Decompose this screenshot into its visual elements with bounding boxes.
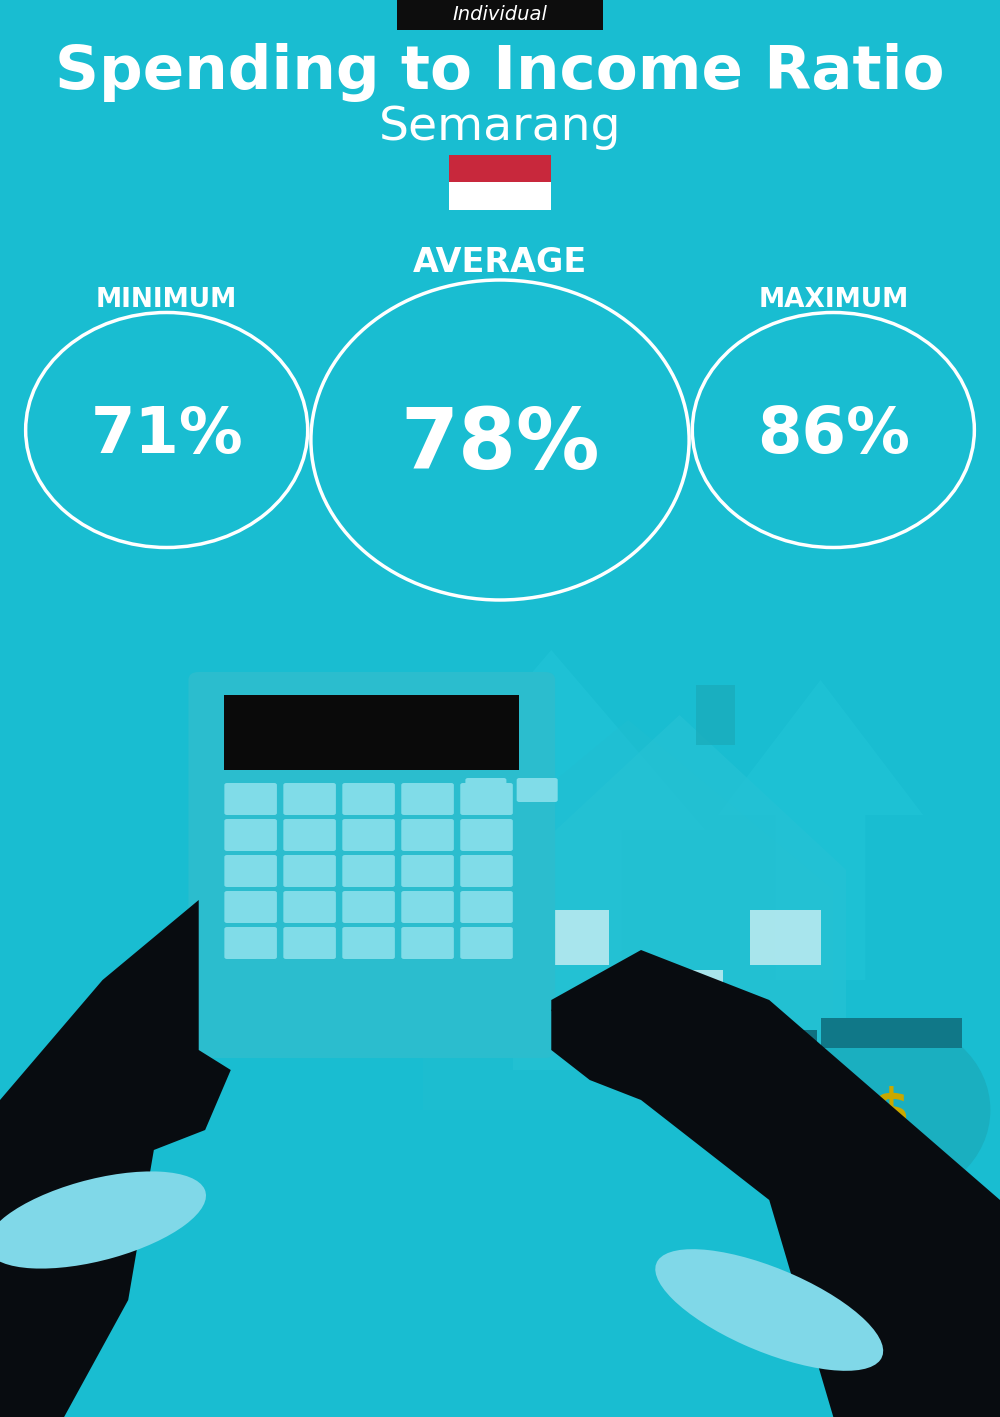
- FancyBboxPatch shape: [750, 910, 821, 965]
- Text: Spending to Income Ratio: Spending to Income Ratio: [55, 44, 945, 102]
- Polygon shape: [397, 650, 705, 1050]
- FancyBboxPatch shape: [342, 927, 395, 959]
- Polygon shape: [551, 985, 641, 1050]
- Text: 71%: 71%: [90, 404, 243, 466]
- FancyBboxPatch shape: [224, 927, 277, 959]
- Polygon shape: [551, 949, 1000, 1417]
- FancyBboxPatch shape: [449, 181, 551, 210]
- Ellipse shape: [0, 1172, 206, 1268]
- FancyBboxPatch shape: [737, 1134, 894, 1153]
- FancyBboxPatch shape: [342, 784, 395, 815]
- FancyBboxPatch shape: [460, 927, 513, 959]
- Text: Semarang: Semarang: [379, 105, 621, 150]
- FancyBboxPatch shape: [283, 891, 336, 922]
- FancyBboxPatch shape: [283, 819, 336, 852]
- FancyBboxPatch shape: [401, 819, 454, 852]
- FancyBboxPatch shape: [342, 891, 395, 922]
- Text: $: $: [873, 1085, 909, 1138]
- FancyBboxPatch shape: [401, 927, 454, 959]
- Text: MINIMUM: MINIMUM: [96, 288, 237, 313]
- FancyBboxPatch shape: [188, 672, 555, 1058]
- FancyBboxPatch shape: [517, 778, 558, 802]
- FancyBboxPatch shape: [224, 694, 519, 769]
- Polygon shape: [423, 720, 833, 890]
- FancyBboxPatch shape: [460, 891, 513, 922]
- FancyBboxPatch shape: [283, 927, 336, 959]
- FancyBboxPatch shape: [733, 1141, 890, 1161]
- Ellipse shape: [712, 1033, 840, 1148]
- Polygon shape: [0, 900, 231, 1417]
- FancyBboxPatch shape: [513, 870, 846, 1070]
- FancyBboxPatch shape: [538, 910, 609, 965]
- Polygon shape: [718, 680, 923, 981]
- FancyBboxPatch shape: [224, 854, 277, 887]
- Text: Individual: Individual: [453, 6, 547, 24]
- FancyBboxPatch shape: [741, 1125, 897, 1145]
- Ellipse shape: [655, 1250, 883, 1370]
- FancyBboxPatch shape: [283, 784, 336, 815]
- FancyBboxPatch shape: [401, 891, 454, 922]
- FancyBboxPatch shape: [401, 784, 454, 815]
- Text: $: $: [766, 1078, 785, 1107]
- FancyBboxPatch shape: [224, 784, 277, 815]
- FancyBboxPatch shape: [342, 819, 395, 852]
- Text: 78%: 78%: [400, 404, 600, 486]
- Ellipse shape: [792, 1020, 990, 1200]
- FancyBboxPatch shape: [745, 1117, 901, 1136]
- FancyBboxPatch shape: [465, 778, 506, 802]
- FancyBboxPatch shape: [283, 854, 336, 887]
- FancyBboxPatch shape: [449, 154, 551, 181]
- FancyBboxPatch shape: [397, 0, 603, 30]
- Text: 86%: 86%: [757, 404, 910, 466]
- FancyBboxPatch shape: [733, 1030, 817, 1056]
- FancyBboxPatch shape: [729, 1149, 886, 1169]
- FancyBboxPatch shape: [460, 819, 513, 852]
- FancyBboxPatch shape: [460, 854, 513, 887]
- FancyBboxPatch shape: [639, 971, 723, 1070]
- FancyBboxPatch shape: [401, 854, 454, 887]
- FancyBboxPatch shape: [423, 890, 833, 1110]
- FancyBboxPatch shape: [821, 1017, 962, 1049]
- FancyBboxPatch shape: [460, 784, 513, 815]
- FancyBboxPatch shape: [696, 684, 735, 745]
- Text: AVERAGE: AVERAGE: [413, 245, 587, 279]
- Text: MAXIMUM: MAXIMUM: [758, 288, 908, 313]
- FancyBboxPatch shape: [224, 819, 277, 852]
- FancyBboxPatch shape: [224, 891, 277, 922]
- Polygon shape: [513, 716, 846, 870]
- FancyBboxPatch shape: [342, 854, 395, 887]
